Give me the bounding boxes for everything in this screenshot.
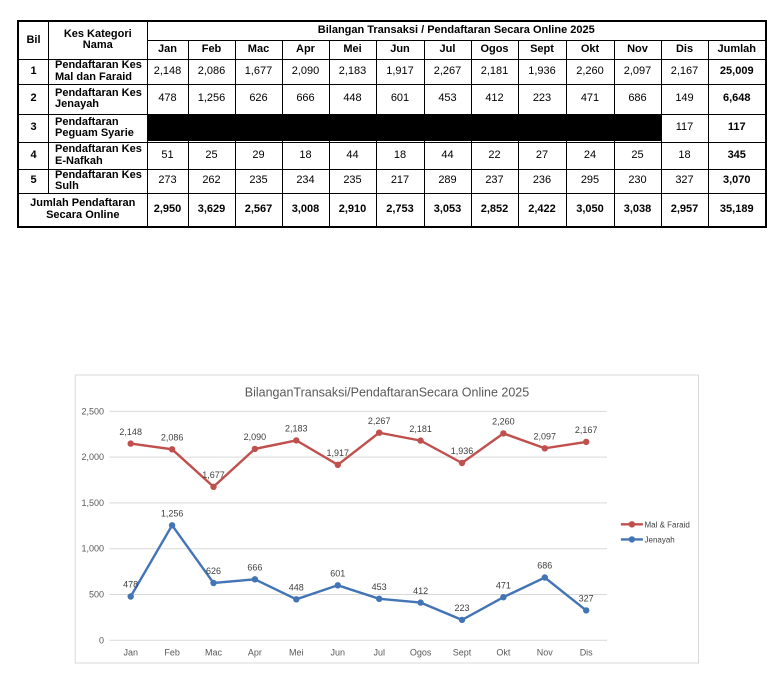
svg-text:Okt: Okt [496, 648, 511, 658]
svg-text:2,267: 2,267 [368, 416, 391, 426]
svg-text:Mei: Mei [289, 648, 304, 658]
svg-text:2,097: 2,097 [534, 432, 557, 442]
svg-text:2,000: 2,000 [81, 452, 104, 462]
svg-text:601: 601 [330, 569, 345, 579]
svg-text:223: 223 [454, 603, 469, 613]
svg-text:1,500: 1,500 [81, 498, 104, 508]
svg-text:Sept: Sept [453, 648, 472, 658]
svg-text:327: 327 [579, 594, 594, 604]
svg-text:2,183: 2,183 [285, 424, 308, 434]
svg-text:1,000: 1,000 [81, 544, 104, 554]
svg-text:2,148: 2,148 [119, 427, 142, 437]
svg-text:500: 500 [89, 590, 104, 600]
svg-text:412: 412 [413, 586, 428, 596]
svg-text:Feb: Feb [164, 648, 180, 658]
svg-text:1,917: 1,917 [327, 448, 350, 458]
svg-text:Dis: Dis [580, 648, 593, 658]
svg-text:471: 471 [496, 580, 511, 590]
svg-text:Nov: Nov [537, 648, 554, 658]
svg-text:2,090: 2,090 [244, 432, 267, 442]
svg-text:478: 478 [123, 580, 138, 590]
svg-text:1,256: 1,256 [161, 509, 184, 519]
svg-text:Jun: Jun [331, 648, 346, 658]
svg-text:BilanganTransaksi/PendaftaranS: BilanganTransaksi/PendaftaranSecara Onli… [245, 386, 529, 400]
svg-text:Jul: Jul [373, 648, 385, 658]
svg-text:2,167: 2,167 [575, 425, 598, 435]
svg-text:2,260: 2,260 [492, 417, 515, 427]
svg-text:626: 626 [206, 566, 221, 576]
svg-text:Jenayah: Jenayah [645, 535, 675, 544]
svg-text:2,500: 2,500 [81, 406, 104, 416]
svg-text:666: 666 [247, 563, 262, 573]
svg-text:1,677: 1,677 [202, 470, 225, 480]
svg-text:1,936: 1,936 [451, 446, 474, 456]
svg-text:Mal & Faraid: Mal & Faraid [645, 520, 690, 529]
svg-text:2,086: 2,086 [161, 433, 184, 443]
svg-text:0: 0 [99, 635, 104, 645]
svg-text:Mac: Mac [205, 648, 223, 658]
svg-text:448: 448 [289, 583, 304, 593]
svg-text:Ogos: Ogos [410, 648, 432, 658]
svg-text:Apr: Apr [248, 648, 262, 658]
svg-text:2,181: 2,181 [409, 424, 432, 434]
svg-text:686: 686 [537, 561, 552, 571]
svg-text:453: 453 [372, 582, 387, 592]
svg-text:Jan: Jan [123, 648, 138, 658]
